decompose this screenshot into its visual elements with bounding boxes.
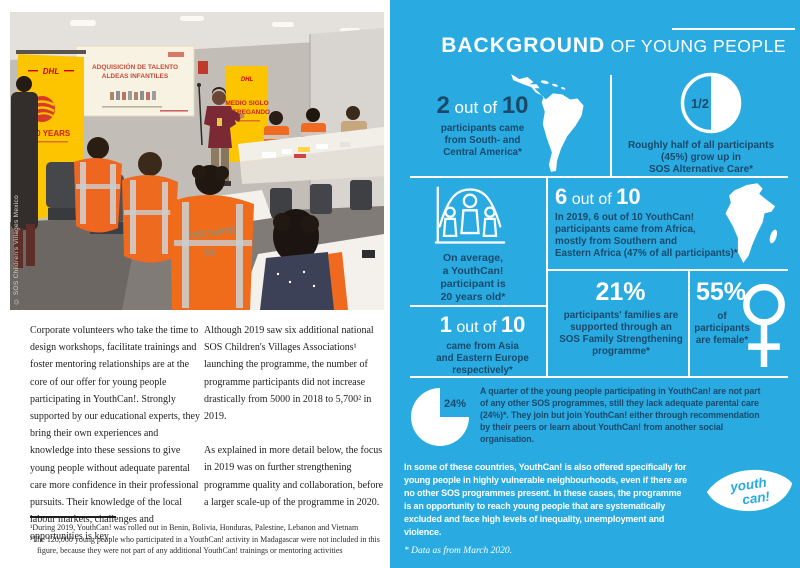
half-circle-chart: 1/2 [680,72,742,134]
divider-h3 [410,305,546,307]
panel-title-bold: BACKGROUND [441,34,606,57]
panel-title-light: OF YOUNG PEOPLE [605,36,786,56]
banner-right-line1: MEDIO SIGLO [225,100,268,107]
banner-right-line2: ENTREGANDO [224,109,270,116]
article-column-1: Corporate volunteers who take the time t… [30,325,200,543]
stat-asia-europe-headline: 1 out of 10 [439,312,526,337]
parental-care-paragraph: A quarter of the young people participat… [480,386,761,444]
stat-female-desc: of participants are female* [694,311,750,346]
stat-families-desc: participants' families are supported thr… [559,310,683,357]
workshop-photo-scene: ADQUISICIÓN DE TALENTO ALDEAS INFANTILES… [10,12,384,310]
vest-number: 16 [204,247,217,259]
stat-families-value: 21% [595,278,646,306]
right-table-group [238,106,384,218]
youthcan-logo: youth can! [706,469,793,512]
divider-h1 [410,176,788,178]
divider-v3 [688,269,690,376]
data-footnote: * Data as from March 2020. [404,546,513,556]
stat-south-america-desc: participants came from South- and Centra… [440,123,525,158]
africa-map [725,183,778,263]
fire-sign [198,61,208,74]
footnote-1: ¹During 2019, YouthCan! was rolled out i… [30,523,359,532]
stat-female-value: 55% [695,278,747,306]
stat-alt-care-desc: Roughly half of all participants (45%) g… [627,140,775,175]
stat-africa-headline: 6 out of 10 [555,184,641,209]
panel-title: BACKGROUND OF YOUNG PEOPLE [430,34,786,58]
footnotes: ¹During 2019, YouthCan! was rolled out i… [30,522,388,557]
article-column-2: Although 2019 saw six additional nationa… [204,322,386,528]
divider-h2 [546,269,788,271]
demographics-icon [434,186,506,244]
standing-person-left [11,76,38,268]
title-overline [672,28,795,30]
female-icon [743,283,785,367]
stat-age-desc: On average, a YouthCan! participant is 2… [440,252,506,303]
stat-south-america-headline: 2 out of 10 [436,92,529,119]
youthcan-logo-line2: can! [741,489,771,508]
footnote-2: ²The 120,000 young people who participat… [30,534,380,556]
half-fraction-label: 1/2 [691,96,709,111]
divider-h4 [410,376,788,378]
banner-left-title: 50 YEARS [32,129,71,138]
pie-chart-24: 24% [411,385,471,446]
youthcan-logo-line1: youth [728,475,767,495]
slide-title-line2: ALDEAS INFANTILES [102,73,169,80]
divider-v2 [546,176,548,376]
divider-v1 [610,75,612,176]
closing-paragraph: In some of these countries, YouthCan! is… [404,462,687,537]
participants-foreground: VISITANTE 16 [74,137,348,310]
infographic-panel: BACKGROUND OF YOUNG PEOPLE 2 out of 10 p… [390,0,800,568]
workshop-photo: ADQUISICIÓN DE TALENTO ALDEAS INFANTILES… [10,12,384,310]
footnote-rule [30,516,116,518]
dhl-logo-left: DHL [43,67,60,76]
pie-24-label: 24% [444,398,466,410]
stat-asia-europe-desc: came from Asia and Eastern Europe respec… [436,341,529,376]
dhl-logo-right: DHL [241,77,254,83]
projection-screen: ADQUISICIÓN DE TALENTO ALDEAS INFANTILES [75,45,195,117]
stat-africa-desc: In 2019, 6 out of 10 YouthCan! participa… [555,212,738,259]
article-paragraph-2: As explained in more detail below, the f… [204,445,384,508]
latin-america-map [511,74,584,172]
slide-title-line1: ADQUISICIÓN DE TALENTO [92,62,178,71]
article-paragraph-1: Although 2019 saw six additional nationa… [204,325,374,423]
photo-copyright: © SOS Children's Villages Mexico [13,194,20,304]
